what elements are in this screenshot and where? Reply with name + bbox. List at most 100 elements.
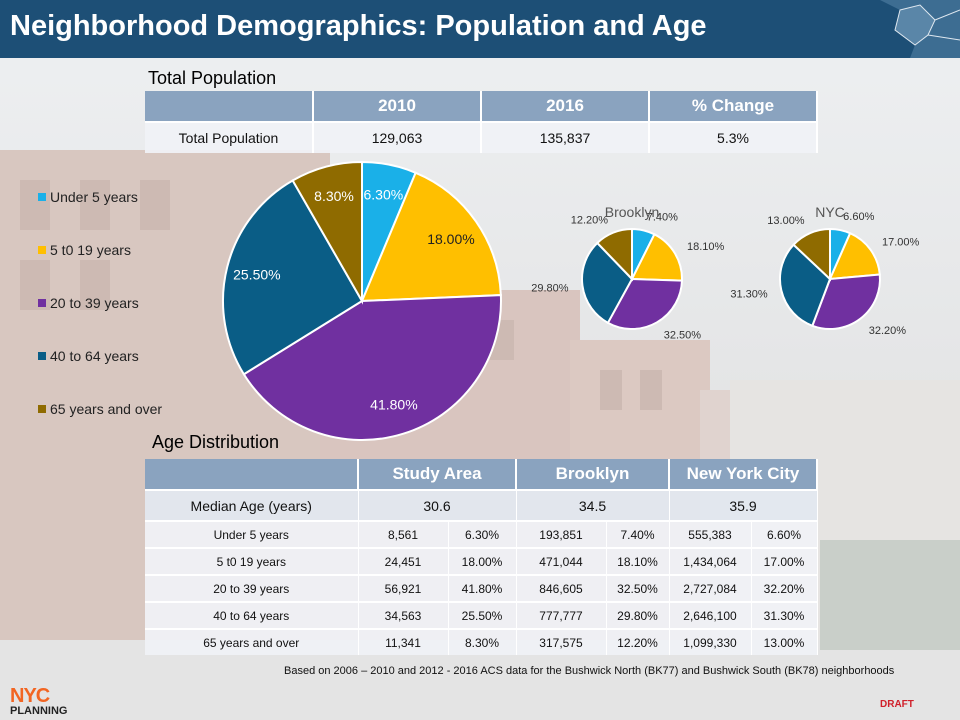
slice-data-label: 32.50%: [664, 329, 702, 341]
legend-item-20-to-39: 20 to 39 years: [38, 295, 139, 311]
pop-header-change: % Change: [649, 91, 818, 122]
logo-planning-text: PLANNING: [10, 705, 68, 717]
brooklyn-percent: 32.50%: [606, 574, 670, 602]
nyc-percent: 6.60%: [751, 520, 818, 548]
pop-header-2016: 2016: [481, 91, 650, 122]
study-percent: 41.80%: [448, 574, 517, 602]
brooklyn-percent: 18.10%: [606, 547, 670, 575]
legend-item-65-plus: 65 years and over: [38, 401, 162, 417]
study-percent: 25.50%: [448, 601, 517, 629]
brooklyn-count: 317,575: [516, 628, 607, 655]
population-section-title: Total Population: [148, 68, 277, 88]
pie-slice: [606, 277, 684, 330]
brooklyn-count: 193,851: [516, 520, 607, 548]
nyc-planning-logo: NYC PLANNING: [10, 686, 74, 718]
legend-label: 5 t0 19 years: [50, 242, 131, 258]
study-count: 56,921: [358, 574, 449, 602]
nyc-count: 2,727,084: [669, 574, 752, 602]
pop-header-2010: 2010: [313, 91, 482, 122]
slice-data-label: 18.00%: [427, 231, 474, 247]
table-row: 40 to 64 years 34,563 25.50% 777,777 29.80% 2…: [145, 601, 818, 629]
median-age-nyc: 35.9: [669, 489, 818, 521]
pie-slice: [779, 243, 832, 328]
age-row-label: 65 years and over: [145, 628, 359, 655]
logo-nyc-text: NYC: [10, 685, 50, 707]
legend-label: 40 to 64 years: [50, 348, 139, 364]
pie-slice: [242, 294, 502, 441]
brooklyn-count: 471,044: [516, 547, 607, 575]
nyc-count: 2,646,100: [669, 601, 752, 629]
age-row-label: Under 5 years: [145, 520, 359, 548]
slice-data-label: 12.20%: [571, 214, 609, 226]
table-row: 5 t0 19 years 24,451 18.00% 471,044 18.10% 1,…: [145, 547, 818, 575]
pop-header-blank: [145, 91, 314, 122]
table-row: Under 5 years 8,561 6.30% 193,851 7.40% 555,3…: [145, 520, 818, 548]
slice-data-label: 29.80%: [531, 282, 569, 294]
slice-data-label: 32.20%: [869, 325, 907, 337]
brooklyn-count: 777,777: [516, 601, 607, 629]
age-header-study-area: Study Area: [358, 459, 517, 490]
legend-swatch: [38, 352, 46, 361]
legend-swatch: [38, 193, 46, 202]
legend-item-40-to-64: 40 to 64 years: [38, 348, 139, 364]
slice-data-label: 13.00%: [767, 215, 805, 227]
study-count: 11,341: [358, 628, 449, 655]
median-age-brooklyn: 34.5: [516, 489, 670, 521]
age-distribution-table: Study Area Brooklyn New York City Median…: [145, 459, 818, 655]
study-area-pie: 6.30% 18.00% 41.80% 25.50% 8.30%: [222, 160, 502, 441]
source-footnote: Based on 2006 – 2010 and 2012 - 2016 ACS…: [284, 665, 895, 677]
brooklyn-pie: 7.40% 18.10% 32.50% 29.80% 12.20%Brooklyn: [531, 204, 724, 341]
study-percent: 8.30%: [448, 628, 517, 655]
legend-label: 65 years and over: [50, 401, 163, 417]
brooklyn-percent: 12.20%: [606, 628, 670, 655]
age-header-brooklyn: Brooklyn: [516, 459, 670, 490]
nyc-percent: 13.00%: [751, 628, 818, 655]
legend-item-under-5: Under 5 years: [38, 189, 138, 205]
table-row: 65 years and over 11,341 8.30% 317,575 12.20…: [145, 628, 818, 655]
legend-label: Under 5 years: [50, 189, 138, 205]
legend-label: 20 to 39 years: [50, 295, 139, 311]
pop-row-label: Total Population: [145, 121, 314, 153]
legend-swatch: [38, 246, 46, 255]
age-header-blank: [145, 459, 359, 490]
study-count: 24,451: [358, 547, 449, 575]
brooklyn-percent: 29.80%: [606, 601, 670, 629]
median-age-label: Median Age (years): [145, 489, 359, 521]
age-header-nyc: New York City: [669, 459, 818, 490]
study-percent: 18.00%: [448, 547, 517, 575]
legend-swatch: [38, 299, 46, 308]
pie-slice: [595, 227, 633, 282]
slice-data-label: 8.30%: [314, 188, 354, 204]
pie-slice: [581, 241, 634, 325]
nyc-count: 1,434,064: [669, 547, 752, 575]
slice-data-label: 41.80%: [370, 397, 417, 413]
slice-data-label: 18.10%: [687, 241, 725, 253]
brooklyn-count: 846,605: [516, 574, 607, 602]
nyc-percent: 32.20%: [751, 574, 818, 602]
slice-data-label: 31.30%: [730, 288, 768, 300]
table-row: Median Age (years) 30.6 34.5 35.9: [145, 489, 818, 521]
table-row: 20 to 39 years 56,921 41.80% 846,605 32.50% 2…: [145, 574, 818, 602]
age-row-label: 40 to 64 years: [145, 601, 359, 629]
pie-slice: [811, 273, 881, 330]
brooklyn-percent: 7.40%: [606, 520, 670, 548]
page-title: Neighborhood Demographics: Population an…: [10, 10, 707, 42]
nyc-percent: 17.00%: [751, 547, 818, 575]
header-bar: Neighborhood Demographics: Population an…: [0, 0, 960, 58]
study-percent: 6.30%: [448, 520, 517, 548]
pie-slice: [630, 232, 683, 282]
pop-change-value: 5.3%: [649, 121, 818, 153]
pie-slice: [360, 171, 502, 303]
study-count: 8,561: [358, 520, 449, 548]
study-count: 34,563: [358, 601, 449, 629]
nyc-percent: 31.30%: [751, 601, 818, 629]
pie-title: Brooklyn: [605, 204, 659, 220]
pop-2010-value: 129,063: [313, 121, 482, 153]
pie-slice: [828, 231, 881, 281]
slice-data-label: 7.40%: [647, 212, 678, 224]
table-row: Total Population 129,063 135,837 5.3%: [145, 121, 818, 153]
slice-data-label: 6.60%: [843, 211, 874, 223]
population-table: 2010 2016 % Change Total Population 129,…: [145, 91, 818, 153]
pie-slice: [291, 160, 363, 305]
